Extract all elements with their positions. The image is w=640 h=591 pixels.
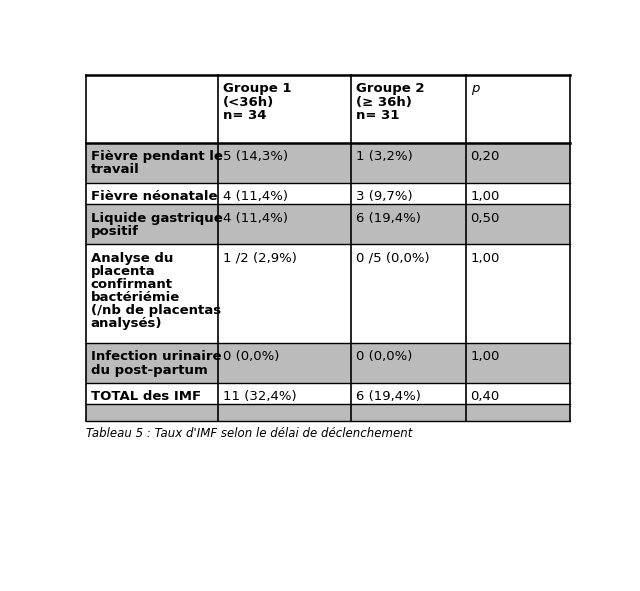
Text: (<36h): (<36h) <box>223 96 274 109</box>
Text: 0 (0,0%): 0 (0,0%) <box>356 350 412 363</box>
Text: bactériémie: bactériémie <box>91 291 180 304</box>
Text: 11 (32,4%): 11 (32,4%) <box>223 391 296 404</box>
Text: 4 (11,4%): 4 (11,4%) <box>223 212 287 225</box>
Text: n= 31: n= 31 <box>356 109 399 122</box>
Text: 1 (3,2%): 1 (3,2%) <box>356 150 413 163</box>
Text: n= 34: n= 34 <box>223 109 266 122</box>
Text: 0,50: 0,50 <box>470 212 500 225</box>
Text: 5 (14,3%): 5 (14,3%) <box>223 150 288 163</box>
Text: 0,40: 0,40 <box>470 391 500 404</box>
Text: 3 (9,7%): 3 (9,7%) <box>356 190 413 203</box>
Text: Liquide gastrique: Liquide gastrique <box>91 212 223 225</box>
Text: p: p <box>470 83 479 96</box>
Text: 0 (0,0%): 0 (0,0%) <box>223 350 279 363</box>
Text: 4 (11,4%): 4 (11,4%) <box>223 190 287 203</box>
Text: 1 /2 (2,9%): 1 /2 (2,9%) <box>223 252 296 265</box>
Text: 1,00: 1,00 <box>470 252 500 265</box>
Text: Fièvre pendant le: Fièvre pendant le <box>91 150 223 163</box>
Text: 0,20: 0,20 <box>470 150 500 163</box>
Text: positif: positif <box>91 225 139 238</box>
Text: TOTAL des IMF: TOTAL des IMF <box>91 391 201 404</box>
Text: 1,00: 1,00 <box>470 350 500 363</box>
Text: 6 (19,4%): 6 (19,4%) <box>356 212 420 225</box>
Bar <box>86 75 570 142</box>
Text: travail: travail <box>91 163 140 176</box>
Text: (/nb de placentas: (/nb de placentas <box>91 304 221 317</box>
Text: 1,00: 1,00 <box>470 190 500 203</box>
Bar <box>86 244 570 343</box>
Text: Groupe 1: Groupe 1 <box>223 83 291 96</box>
Text: 6 (19,4%): 6 (19,4%) <box>356 391 420 404</box>
Text: Groupe 2: Groupe 2 <box>356 83 424 96</box>
Text: confirmant: confirmant <box>91 278 173 291</box>
Bar <box>86 343 570 383</box>
Text: analysés): analysés) <box>91 317 163 330</box>
Text: du post-partum: du post-partum <box>91 363 207 376</box>
Bar <box>86 183 570 204</box>
Text: placenta: placenta <box>91 265 156 278</box>
Text: Infection urinaire: Infection urinaire <box>91 350 221 363</box>
Bar <box>86 142 570 183</box>
Bar <box>86 383 570 404</box>
Text: 0 /5 (0,0%): 0 /5 (0,0%) <box>356 252 429 265</box>
Bar <box>86 404 570 421</box>
Text: Tableau 5 : Taux d'IMF selon le délai de déclenchement: Tableau 5 : Taux d'IMF selon le délai de… <box>86 427 413 440</box>
Text: Fièvre néonatale: Fièvre néonatale <box>91 190 218 203</box>
Bar <box>86 204 570 244</box>
Text: (≥ 36h): (≥ 36h) <box>356 96 412 109</box>
Text: Analyse du: Analyse du <box>91 252 173 265</box>
